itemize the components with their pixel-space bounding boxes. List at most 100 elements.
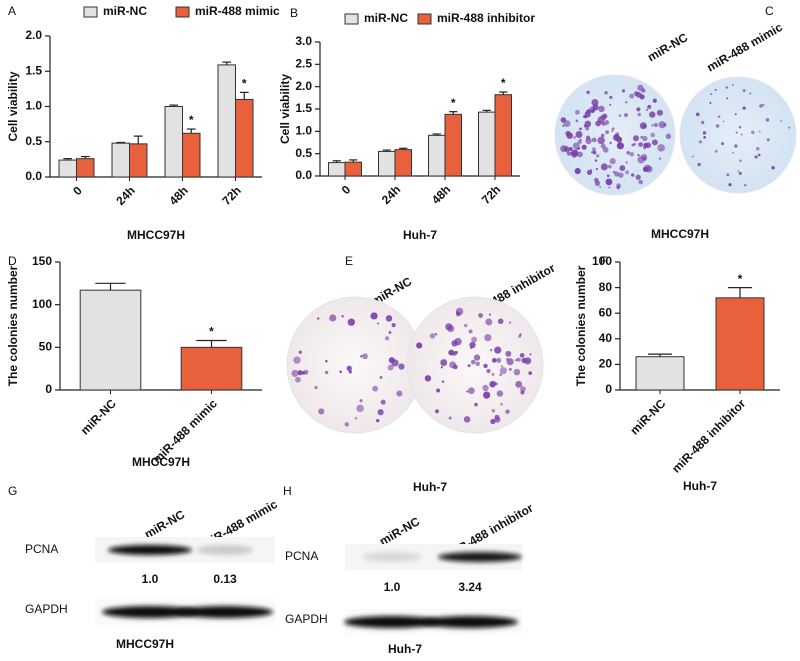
colony [734,113,737,116]
colony [597,136,605,145]
protein-band [102,606,198,618]
colony [625,170,629,175]
colony [573,136,576,139]
bar [129,143,148,178]
bar [635,356,685,391]
significance-mark: * [189,113,194,127]
y-tick-label: 3.0 [295,34,312,48]
bar [217,64,236,178]
bar [394,149,412,177]
colony [585,137,592,145]
bar [444,113,462,177]
colony [376,322,380,325]
colony [469,341,476,349]
culture-plate [406,296,544,434]
bar [76,158,95,178]
colony [616,142,625,150]
protein-band [438,552,522,562]
colony [647,104,652,109]
colony [742,106,746,110]
colony [665,133,672,139]
colony [470,359,476,365]
colony [710,93,713,96]
colony [497,318,504,325]
colony [725,86,729,89]
colony [500,402,503,406]
colony [588,106,596,114]
colony [348,370,352,374]
legend-label: miR-488 mimic [195,4,280,18]
protein-band [197,545,253,555]
colony [575,131,583,138]
colony [454,337,462,346]
colony [505,409,510,414]
colony [585,126,590,131]
colony [590,151,593,154]
colony [657,144,665,152]
x-axis-label: MHCC97H [132,455,190,469]
colony [489,348,493,352]
row-label: GAPDH [285,612,328,626]
colony [636,107,641,112]
colony [740,133,743,136]
colony [640,153,648,161]
colony [600,163,608,171]
colony [485,318,493,326]
colony [440,359,448,367]
bar [478,111,496,177]
colony [478,313,483,318]
y-tick-label: 0.5 [295,146,312,160]
y-tick-label: 0.5 [25,134,42,148]
colony [642,166,649,172]
colony [474,402,478,407]
colony [494,346,502,354]
colony [494,416,501,423]
colony [372,385,379,392]
x-axis-label: Huh-7 [403,228,437,242]
colony [616,185,620,190]
colony [467,364,471,368]
colony [376,418,380,423]
colony [324,370,329,375]
colony [491,358,497,363]
colony [483,363,488,369]
bar [428,134,446,177]
colony [519,353,525,358]
panel-caption: Huh-7 [413,480,447,494]
colony [339,370,342,374]
bar [182,132,201,178]
panel-label: A [8,4,16,18]
x-tick-label: miR-NC [78,396,119,437]
colony [645,108,649,112]
protein-band [177,606,273,618]
panel-caption: MHCC97H [116,637,174,651]
colony [565,148,570,153]
colony [717,115,721,119]
y-tick-label: 2.0 [25,28,42,42]
y-tick-label: 100 [32,297,52,311]
panel-label: B [290,6,298,20]
colony [391,359,399,367]
legend-swatch [175,6,190,18]
colony [629,152,635,157]
bar [58,159,77,178]
colony [452,351,457,356]
colony [293,356,301,364]
x-tick-label: 72h [219,183,244,208]
colony [314,385,318,390]
y-tick-label: 0.0 [295,168,312,182]
panel-caption: MHCC97H [651,227,709,241]
colony [370,312,378,320]
x-tick-label: 0 [70,183,85,198]
colony [732,84,734,86]
colony [759,104,763,108]
y-tick-label: 40 [599,331,613,345]
colony [625,161,628,164]
culture-plate [679,76,797,194]
y-tick-label: 50 [39,340,53,354]
y-tick-label: 20 [599,357,613,371]
colony [629,93,635,99]
panel-label: G [8,484,17,498]
colony [377,409,384,416]
colony [577,139,582,144]
